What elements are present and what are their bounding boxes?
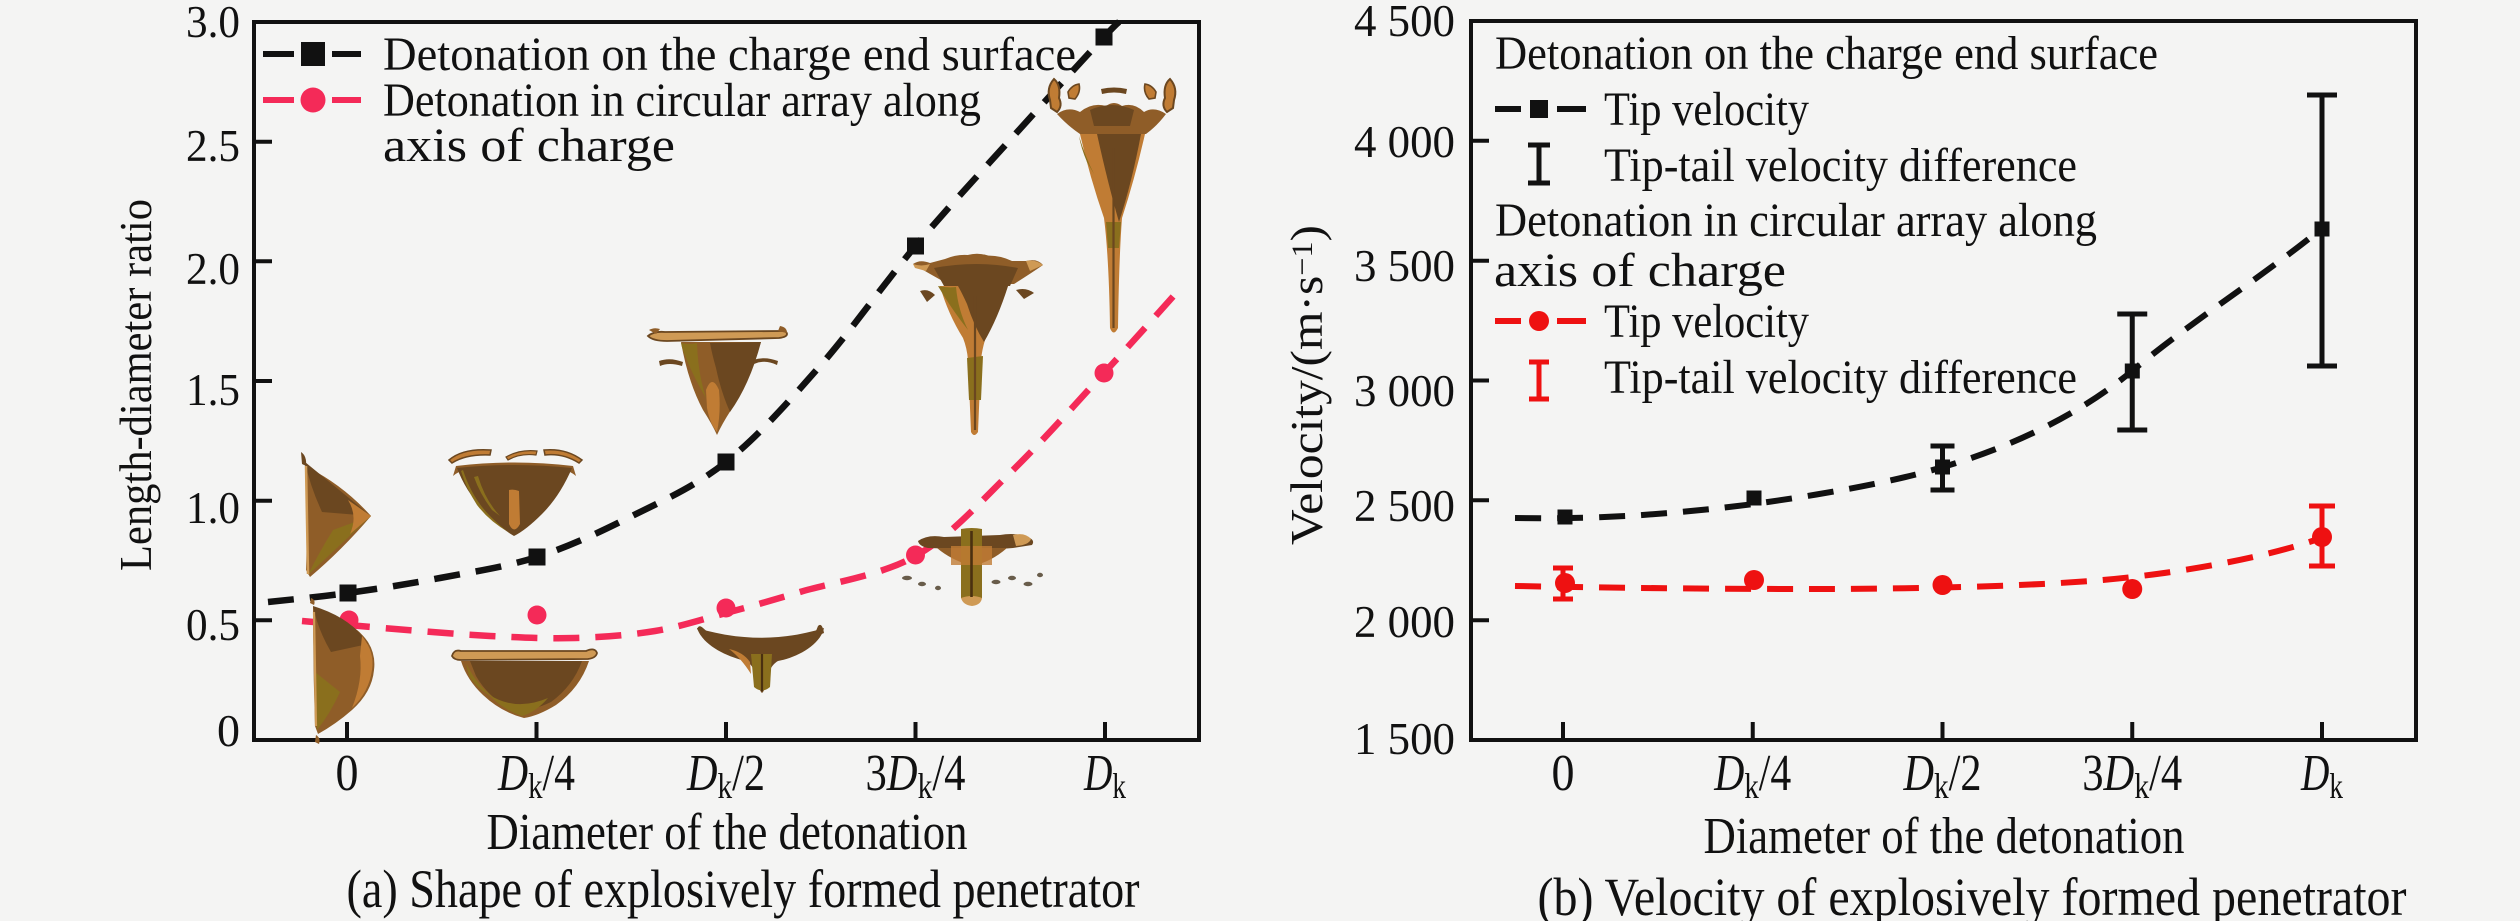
svg-text:Detonation in circular array a: Detonation in circular array along	[383, 74, 981, 127]
svg-text:Diameter of the detonation: Diameter of the detonation	[487, 804, 968, 861]
svg-text:Tip velocity: Tip velocity	[1604, 83, 1809, 136]
svg-text:3Dk/4: 3Dk/4	[866, 745, 966, 806]
svg-text:Diameter of the detonation: Diameter of the detonation	[1704, 808, 2185, 865]
svg-text:(b) Velocity of explosively fo: (b) Velocity of explosively formed penet…	[1538, 867, 2407, 921]
svg-text:Detonation on the charge end s: Detonation on the charge end surface	[1495, 27, 2158, 80]
svg-text:2.5: 2.5	[186, 121, 240, 171]
svg-text:3 500: 3 500	[1354, 241, 1455, 291]
svg-text:2.0: 2.0	[186, 244, 240, 294]
svg-text:Dk: Dk	[1083, 745, 1126, 806]
svg-text:0: 0	[1552, 745, 1575, 802]
svg-text:4 500: 4 500	[1354, 0, 1455, 46]
svg-text:Velocity/(m·s−1): Velocity/(m·s−1)	[1281, 225, 1332, 545]
svg-text:Dk: Dk	[2300, 745, 2343, 806]
svg-text:axis of charge: axis of charge	[1494, 244, 1786, 297]
svg-text:1.5: 1.5	[186, 365, 240, 415]
svg-text:0: 0	[336, 745, 359, 802]
svg-text:Length-diameter ratio: Length-diameter ratio	[110, 199, 161, 571]
svg-text:0.5: 0.5	[186, 600, 240, 650]
svg-text:1.0: 1.0	[186, 483, 240, 533]
svg-text:Detonation in circular array a: Detonation in circular array along	[1495, 194, 2097, 247]
svg-text:Tip velocity: Tip velocity	[1604, 295, 1809, 348]
svg-text:3.0: 3.0	[186, 0, 240, 47]
svg-text:0: 0	[217, 706, 240, 756]
svg-text:Tip-tail velocity difference: Tip-tail velocity difference	[1604, 139, 2077, 192]
svg-text:1 500: 1 500	[1354, 714, 1455, 764]
svg-text:2 500: 2 500	[1354, 481, 1455, 531]
svg-text:Detonation on the charge end s: Detonation on the charge end surface	[383, 28, 1076, 81]
svg-text:3 000: 3 000	[1354, 366, 1455, 416]
svg-text:(a) Shape of explosively forme: (a) Shape of explosively formed penetrat…	[347, 859, 1140, 919]
svg-text:4 000: 4 000	[1354, 117, 1455, 167]
svg-text:3Dk/4: 3Dk/4	[2082, 745, 2182, 806]
svg-text:axis of charge: axis of charge	[383, 119, 675, 172]
svg-text:2 000: 2 000	[1354, 597, 1455, 647]
svg-text:Tip-tail velocity difference: Tip-tail velocity difference	[1604, 351, 2077, 404]
